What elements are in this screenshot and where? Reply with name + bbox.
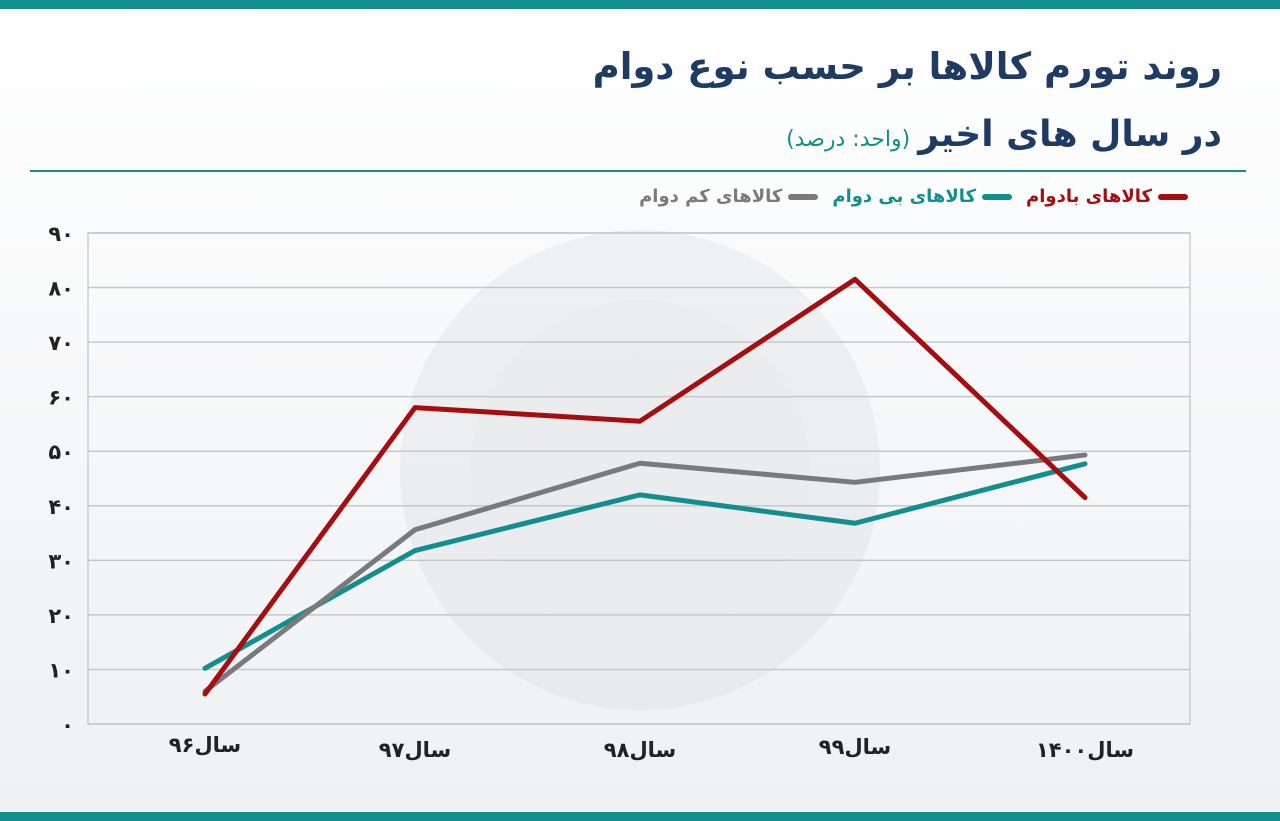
grid-lines (88, 232, 1190, 725)
x-axis-ticks: سال۹۶ سال۹۷ سال۹۸ سال۹۹ سال۱۴۰۰ (169, 733, 1134, 762)
legend-label-non-durable: کالاهای بی دوام (832, 186, 977, 207)
legend-swatch-semi-durable (788, 193, 819, 200)
x-tick-label: سال۹۹ (819, 735, 891, 759)
header-divider (30, 170, 1246, 172)
top-accent-bar (0, 0, 1280, 9)
x-tick-label: سال۹۸ (604, 738, 676, 762)
unit-label: (واحد: درصد) (786, 127, 911, 152)
legend: کالاهای بادوام کالاهای بی دوام کالاهای ک… (639, 186, 1188, 207)
y-axis-ticks: ۰ ۱۰ ۲۰ ۳۰ ۴۰ ۵۰ ۶۰ ۷۰ ۸۰ ۹۰ (48, 222, 74, 737)
legend-label-semi-durable: کالاهای کم دوام (639, 186, 783, 207)
series-lines (202, 276, 1088, 697)
y-tick-label: ۹۰ (48, 222, 74, 246)
y-tick-label: ۲۰ (48, 604, 74, 628)
durable-goods-line (202, 276, 1088, 697)
y-tick-label: ۵۰ (48, 440, 74, 464)
y-tick-label: ۱۰ (48, 658, 74, 682)
y-tick-label: ۳۰ (48, 549, 74, 573)
y-tick-label: ۷۰ (48, 331, 74, 355)
y-tick-label: ۰ (61, 713, 74, 737)
legend-item-non-durable: کالاهای بی دوام (832, 186, 1013, 207)
x-tick-label: سال۹۷ (379, 738, 451, 762)
y-tick-label: ۸۰ (48, 277, 74, 301)
legend-item-durable: کالاهای بادوام (1026, 186, 1188, 207)
legend-item-semi-durable: کالاهای کم دوام (639, 186, 819, 207)
chart-title: روند تورم کالاها بر حسب نوع دوام (592, 45, 1222, 88)
legend-swatch-durable (1158, 193, 1188, 200)
y-tick-label: ۴۰ (48, 495, 74, 519)
x-tick-label: سال۹۶ (169, 733, 241, 757)
bottom-accent-bar (0, 812, 1280, 821)
subtitle-row: در سال های اخیر (واحد: درصد) (786, 114, 1222, 155)
y-tick-label: ۶۰ (48, 386, 74, 410)
legend-label-durable: کالاهای بادوام (1026, 186, 1152, 207)
non-durable-goods-line (202, 461, 1088, 671)
legend-swatch-non-durable (982, 193, 1013, 200)
watermark-logo (400, 230, 880, 710)
semi-durable-goods-line (202, 452, 1088, 694)
x-tick-label: سال۱۴۰۰ (1036, 738, 1134, 762)
chart-subtitle: در سال های اخیر (918, 114, 1222, 155)
